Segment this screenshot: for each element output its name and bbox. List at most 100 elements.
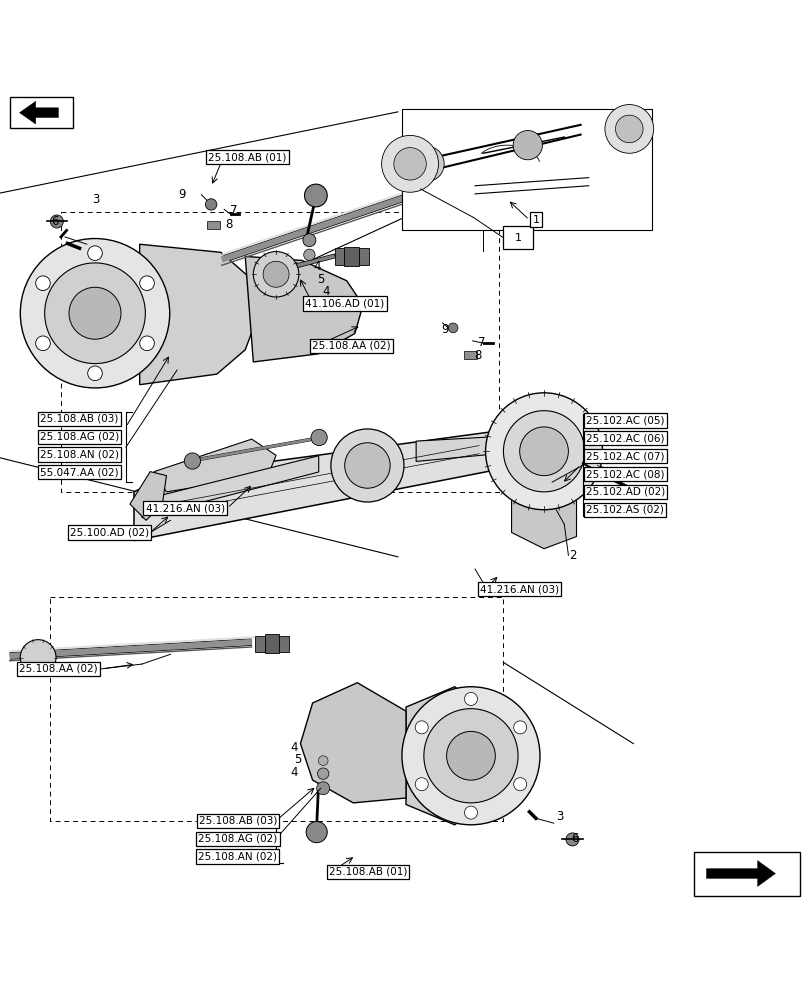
Circle shape [45,263,145,364]
Text: 3: 3 [556,810,564,823]
Circle shape [448,323,457,333]
Text: 9: 9 [178,188,186,201]
Circle shape [69,287,121,339]
Circle shape [331,429,403,502]
Circle shape [381,135,438,192]
Circle shape [513,778,526,791]
Text: 25.108.AB (03): 25.108.AB (03) [199,816,277,826]
Text: 4: 4 [290,741,298,754]
Circle shape [303,234,315,247]
Circle shape [304,184,327,207]
Polygon shape [134,427,527,541]
Text: 55.047.AA (02): 55.047.AA (02) [41,467,118,477]
Circle shape [513,131,542,160]
Circle shape [519,427,568,476]
Polygon shape [415,435,523,461]
Text: 25.102.AS (02): 25.102.AS (02) [586,505,663,515]
Text: 9: 9 [440,323,448,336]
Polygon shape [142,456,318,518]
Text: 6: 6 [570,832,578,845]
Circle shape [253,252,298,297]
Text: 5: 5 [294,753,302,766]
Circle shape [464,806,477,819]
Circle shape [50,215,63,228]
Circle shape [306,822,327,843]
Circle shape [184,453,200,469]
Text: 25.100.AD (02): 25.100.AD (02) [70,527,149,537]
Circle shape [401,687,539,825]
Circle shape [446,731,495,780]
Text: 4: 4 [312,260,320,273]
Circle shape [414,778,427,791]
Circle shape [139,276,154,291]
Text: 25.108.AA (02): 25.108.AA (02) [19,664,97,674]
Text: 25.102.AC (07): 25.102.AC (07) [586,451,663,461]
Circle shape [317,768,328,779]
Circle shape [615,115,642,143]
Circle shape [316,782,329,795]
FancyBboxPatch shape [255,636,264,652]
Text: 25.102.AC (08): 25.102.AC (08) [586,469,663,479]
Circle shape [408,146,444,182]
Polygon shape [406,687,470,825]
Circle shape [263,261,289,287]
Circle shape [88,246,102,260]
Polygon shape [19,101,58,124]
Circle shape [311,429,327,446]
Circle shape [88,366,102,381]
FancyBboxPatch shape [10,97,73,128]
Text: 7: 7 [230,204,238,217]
Text: 4: 4 [290,766,298,779]
Circle shape [604,105,653,153]
Circle shape [503,411,584,492]
Polygon shape [130,472,166,520]
Circle shape [139,336,154,351]
Text: 6: 6 [51,215,59,228]
Circle shape [318,756,328,766]
FancyBboxPatch shape [503,226,532,249]
FancyBboxPatch shape [207,221,220,229]
Text: 25.102.AC (06): 25.102.AC (06) [586,433,663,443]
Text: 3: 3 [92,193,100,206]
Text: 41.216.AN (03): 41.216.AN (03) [145,503,225,513]
FancyBboxPatch shape [358,248,368,265]
Circle shape [20,640,56,675]
Circle shape [205,199,217,210]
Text: 25.102.AD (02): 25.102.AD (02) [585,487,664,497]
Polygon shape [154,439,276,492]
Polygon shape [139,244,257,385]
Circle shape [36,336,50,351]
Circle shape [393,148,426,180]
FancyBboxPatch shape [264,634,279,653]
Text: 5: 5 [316,273,324,286]
Polygon shape [300,683,406,803]
Text: 4: 4 [322,285,330,298]
Text: 1: 1 [514,233,521,243]
FancyBboxPatch shape [279,636,289,652]
Text: 25.102.AC (05): 25.102.AC (05) [586,415,663,425]
Text: 41.216.AN (03): 41.216.AN (03) [479,584,559,594]
FancyBboxPatch shape [344,247,358,266]
Polygon shape [706,861,775,887]
Text: 25.108.AA (02): 25.108.AA (02) [312,341,390,351]
Text: 2: 2 [569,549,577,562]
Text: 1: 1 [532,215,539,225]
Circle shape [513,721,526,734]
Polygon shape [245,256,363,362]
Circle shape [464,692,477,705]
Circle shape [303,249,315,260]
Text: 41.106.AD (01): 41.106.AD (01) [305,298,384,308]
FancyBboxPatch shape [334,248,344,265]
FancyBboxPatch shape [693,852,799,896]
Text: 25.108.AG (02): 25.108.AG (02) [198,834,277,844]
Text: 25.108.AB (03): 25.108.AB (03) [41,414,118,424]
Text: 25.108.AB (01): 25.108.AB (01) [208,152,286,162]
FancyBboxPatch shape [464,351,477,359]
Text: 8: 8 [473,349,481,362]
Text: 8: 8 [225,218,233,231]
Polygon shape [511,492,576,549]
Circle shape [565,833,578,846]
Text: 7: 7 [477,336,485,349]
Circle shape [20,239,169,388]
Circle shape [423,709,517,803]
